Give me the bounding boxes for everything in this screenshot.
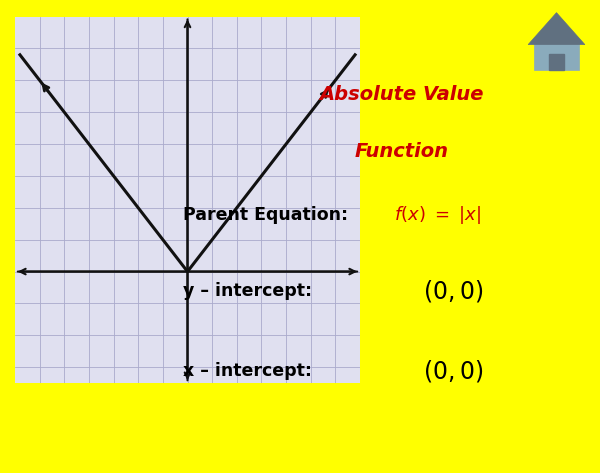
Text: $(0, 0)$: $(0, 0)$ <box>423 278 483 304</box>
Polygon shape <box>528 13 585 44</box>
Text: $\mathit{f(x)}$ $=$ $|x|$: $\mathit{f(x)}$ $=$ $|x|$ <box>394 204 482 226</box>
Text: Absolute Value: Absolute Value <box>320 85 484 104</box>
Bar <box>535 44 578 70</box>
Text: Function: Function <box>355 142 449 161</box>
Text: $(0, 0)$: $(0, 0)$ <box>423 359 483 384</box>
Text: Parent Equation:: Parent Equation: <box>183 206 348 224</box>
Bar <box>549 53 564 70</box>
Text: x – intercept:: x – intercept: <box>183 362 312 380</box>
Text: y – intercept:: y – intercept: <box>183 282 312 300</box>
